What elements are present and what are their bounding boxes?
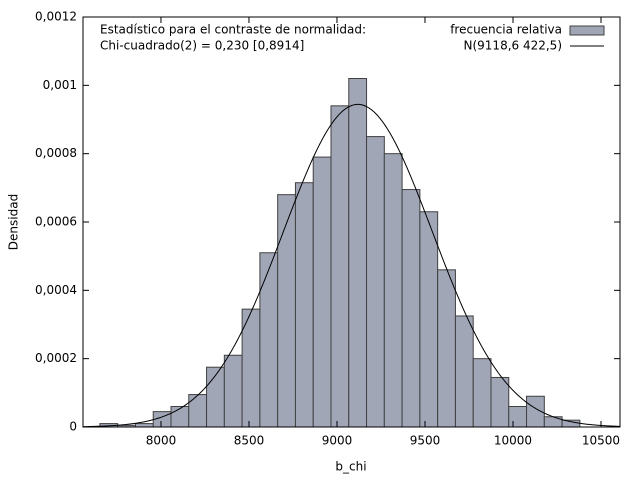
annotation: Chi-cuadrado(2) = 0,230 [0,8914] (100, 39, 304, 53)
x-tick-label: 9500 (410, 434, 441, 448)
normal-curve (82, 103, 621, 428)
bar (348, 78, 368, 428)
bar (454, 315, 474, 428)
y-tick-label: 0,001 (43, 78, 77, 92)
bar (490, 376, 510, 428)
x-axis-label: b_chi (335, 460, 366, 474)
legend-label: frecuencia relativa (450, 23, 562, 37)
y-tick-label: 0,0002 (35, 351, 77, 365)
bar (437, 269, 456, 428)
y-tick-label: 0 (69, 420, 77, 434)
bar (241, 308, 261, 428)
y-axis-label: Densidad (7, 194, 21, 250)
bar (366, 136, 385, 428)
bar (223, 354, 243, 428)
x-tick-label: 9000 (322, 434, 353, 448)
bar (508, 406, 528, 428)
bar (277, 194, 296, 428)
y-tick-label: 0,0008 (35, 146, 77, 160)
bar (330, 105, 350, 428)
bar (134, 423, 154, 428)
y-tick-label: 0,0006 (35, 215, 77, 229)
y-tick-label: 0,0012 (35, 10, 77, 24)
x-tick-label: 8000 (146, 434, 177, 448)
bar (312, 156, 332, 428)
bar (383, 153, 403, 428)
bar (170, 406, 190, 428)
x-tick-label: 8500 (234, 434, 265, 448)
bar (401, 189, 421, 428)
annotation: Estadístico para el contraste de normali… (100, 23, 366, 37)
bar (259, 252, 279, 428)
legend-label: N(9118,6 422,5) (464, 39, 563, 53)
legend-swatch (569, 25, 605, 36)
y-tick-label: 0,0004 (35, 283, 77, 297)
bar (472, 358, 492, 428)
bar (419, 211, 439, 428)
x-tick-label: 10500 (582, 434, 620, 448)
x-tick-label: 10000 (494, 434, 532, 448)
bar (294, 182, 314, 428)
bar (188, 394, 208, 428)
